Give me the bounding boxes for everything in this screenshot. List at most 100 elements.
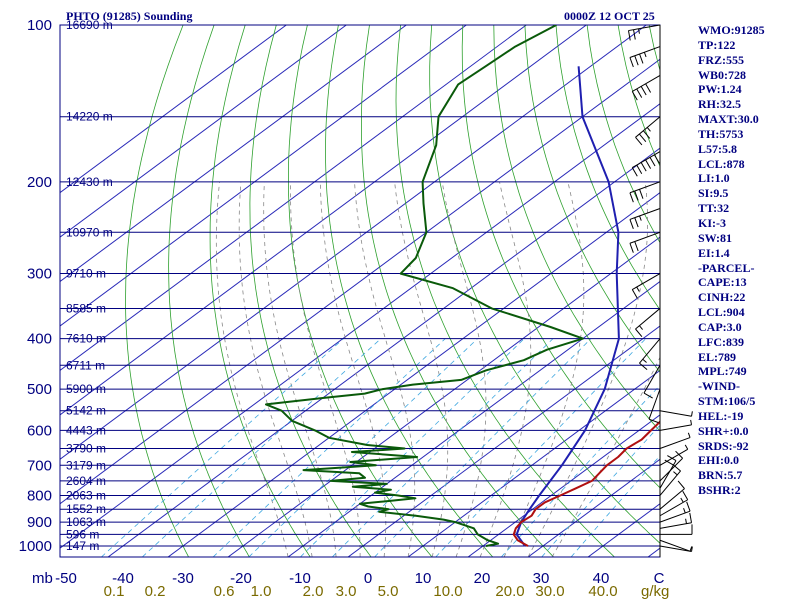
- wind-barb-shaft: [648, 388, 661, 420]
- height-label: 12430 m: [66, 175, 113, 189]
- mixing-ratio-line: [248, 338, 478, 557]
- index-item: BRN:5.7: [698, 468, 743, 483]
- wind-barb-flag: [643, 392, 653, 399]
- index-item: L57:5.8: [698, 141, 737, 156]
- wind-barb-shaft: [659, 424, 692, 431]
- wind-barb-half-flag: [646, 127, 651, 132]
- wind-barb-half-flag: [643, 52, 647, 58]
- index-item: PW:1.24: [698, 82, 742, 97]
- wind-barb: [627, 24, 661, 41]
- index-item: HEL:-19: [698, 408, 744, 423]
- pressure-label: 800: [27, 487, 52, 504]
- wind-barb-flag: [640, 86, 647, 96]
- index-item: SRDS:-92: [698, 438, 749, 453]
- isotherm-line: [60, 58, 660, 505]
- index-item: LCL:904: [698, 305, 745, 320]
- wind-barb-flag: [636, 164, 643, 174]
- wind-barb: [660, 524, 693, 535]
- wind-barb-half-flag: [680, 497, 684, 503]
- wind-barb-flag: [633, 29, 636, 40]
- wind-barb-half-flag: [684, 444, 689, 450]
- mixing-ratio-label: 30.0: [535, 583, 564, 600]
- mixing-ratio-label: 0.6: [214, 583, 235, 600]
- index-item: WMO:91285: [698, 23, 765, 37]
- index-item: TH:5753: [698, 126, 744, 141]
- wind-barb-shaft: [659, 410, 692, 417]
- wind-barb-shaft: [629, 231, 661, 244]
- wind-barb-shaft: [635, 116, 661, 138]
- mixing-ratio-line: [332, 338, 554, 557]
- wind-barb-flag: [635, 136, 643, 146]
- wind-barb-half-flag: [639, 325, 644, 330]
- wind-barbs: [627, 24, 693, 557]
- index-item: -WIND-: [698, 379, 740, 394]
- wind-barb-shaft: [629, 208, 661, 220]
- wind-barb: [659, 480, 685, 510]
- wind-barb: [659, 512, 693, 529]
- wind-barb-half-flag: [691, 411, 693, 417]
- moist-adiabat: [319, 181, 387, 557]
- mixing-ratio-line: [541, 424, 660, 557]
- wind-barb-flag: [629, 219, 634, 229]
- wind-barb-flag: [672, 464, 681, 472]
- wind-barb-flag: [645, 159, 652, 169]
- wind-barb: [659, 490, 689, 517]
- wind-barb-flag: [631, 167, 638, 177]
- plot-frame: [59, 24, 661, 558]
- wind-barb: [629, 46, 661, 68]
- height-label: 8585 m: [66, 301, 106, 315]
- wind-barb: [635, 116, 661, 146]
- height-label: 6711 m: [66, 358, 105, 372]
- temperature-tick-label: -20: [230, 570, 252, 587]
- wind-barb-flag: [640, 162, 647, 172]
- mixing-ratio-line: [435, 338, 647, 557]
- moist-adiabat: [527, 181, 649, 557]
- isotherm-line: [60, 25, 527, 372]
- wind-barb-flag: [664, 459, 674, 466]
- index-item: EHI:0.0: [698, 453, 740, 468]
- wind-barb-flag: [627, 30, 631, 41]
- parcel-trace: [515, 66, 620, 547]
- wind-barb-half-flag: [687, 432, 691, 438]
- pressure-label: 900: [27, 514, 52, 531]
- wind-barb-flag: [654, 154, 660, 164]
- wind-barb: [659, 450, 683, 482]
- index-item: RH:32.5: [698, 97, 741, 112]
- isotherm-line: [467, 414, 660, 557]
- wind-barb-half-flag: [673, 471, 678, 476]
- wind-barb-half-flag: [685, 518, 687, 524]
- wind-barb-flag: [629, 57, 634, 68]
- temperature-tick-label: -30: [172, 570, 194, 587]
- index-item: KI:-3: [698, 215, 726, 230]
- wind-barb: [659, 464, 681, 496]
- wind-barb-flag: [635, 328, 643, 337]
- wind-barb: [659, 410, 693, 417]
- mixing-ratio-line: [300, 338, 525, 557]
- temperature-tick-label: -40: [112, 570, 134, 587]
- index-item: CINH:22: [698, 290, 746, 305]
- index-item: EL:789: [698, 349, 737, 364]
- isotherm-line: [347, 325, 660, 557]
- temperature-tick-label: 20: [474, 570, 491, 587]
- index-item: CAP:3.0: [698, 319, 742, 334]
- dry-adiabat: [168, 25, 250, 557]
- height-label: 3179 m: [66, 458, 106, 472]
- temperature-tick-label: -50: [55, 570, 77, 587]
- height-label: 16690 m: [66, 18, 113, 32]
- moist-adiabat: [215, 181, 289, 557]
- height-label: 10970 m: [66, 225, 113, 239]
- wind-barb-half-flag: [690, 419, 693, 425]
- index-item: TT:32: [698, 201, 730, 216]
- isotherm-line: [407, 369, 660, 557]
- temperature-trace: [512, 420, 660, 547]
- mixing-ratio-line: [570, 455, 660, 557]
- pressure-label: 100: [27, 17, 52, 34]
- isotherm-line: [60, 25, 587, 416]
- wind-barb-shaft: [635, 308, 661, 330]
- wind-barb-flag: [634, 55, 639, 66]
- moist-adiabat: [238, 181, 313, 557]
- wind-barb-shaft: [632, 273, 661, 290]
- wind-barb: [659, 545, 693, 553]
